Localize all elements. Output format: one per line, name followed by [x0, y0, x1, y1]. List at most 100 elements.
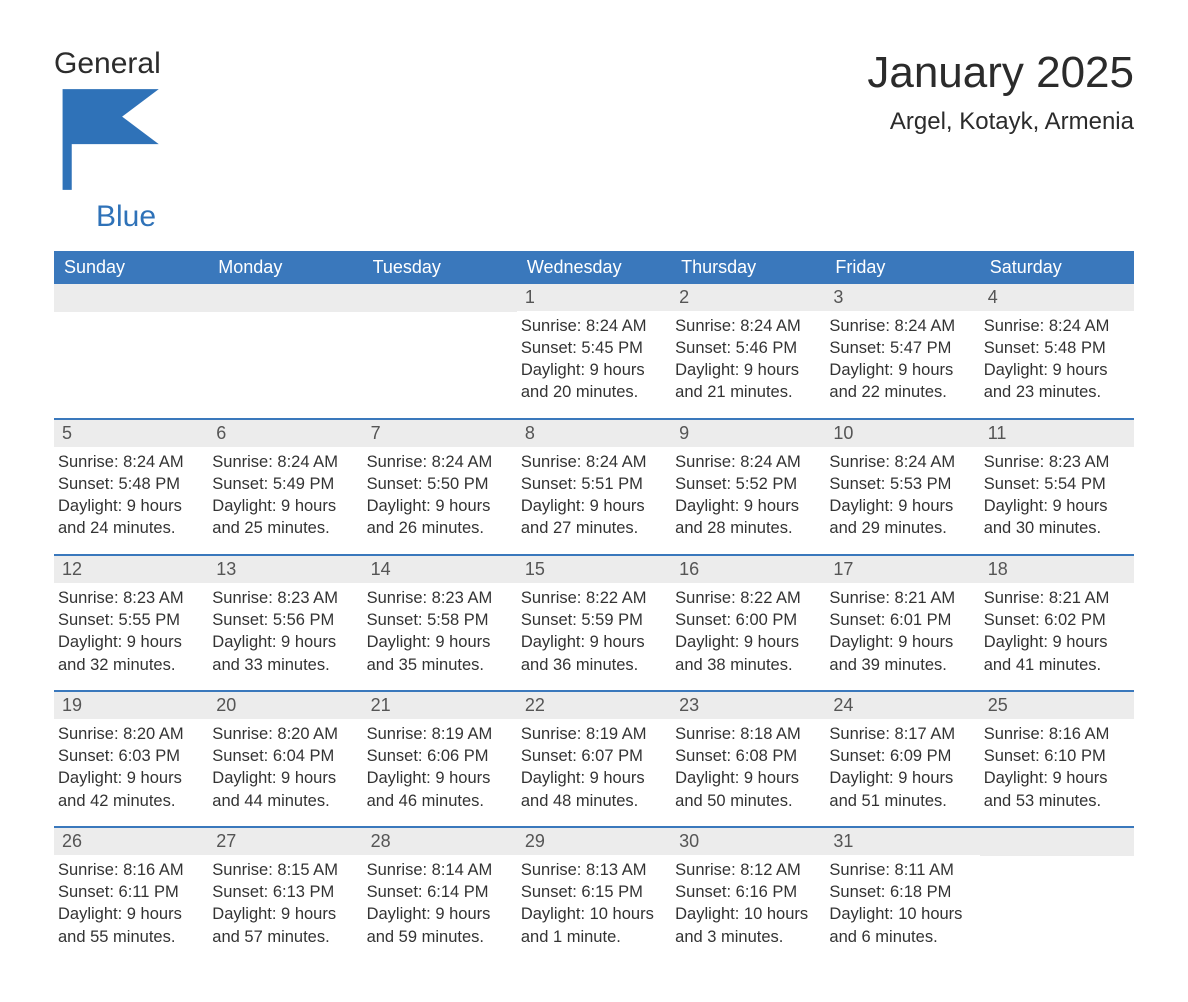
day-daylight1: Daylight: 9 hours [675, 767, 819, 789]
day-daylight1: Daylight: 9 hours [984, 767, 1128, 789]
day-body: Sunrise: 8:11 AMSunset: 6:18 PMDaylight:… [825, 855, 979, 948]
day-number: 3 [825, 284, 979, 311]
day-sunset: Sunset: 5:49 PM [212, 473, 356, 495]
day-daylight2: and 21 minutes. [675, 381, 819, 403]
day-sunrise: Sunrise: 8:24 AM [829, 315, 973, 337]
day-cell: 29Sunrise: 8:13 AMSunset: 6:15 PMDayligh… [517, 828, 671, 962]
day-sunset: Sunset: 6:15 PM [521, 881, 665, 903]
day-daylight1: Daylight: 9 hours [212, 495, 356, 517]
day-cell [980, 828, 1134, 962]
day-sunrise: Sunrise: 8:24 AM [829, 451, 973, 473]
day-number: 15 [517, 556, 671, 583]
day-cell: 26Sunrise: 8:16 AMSunset: 6:11 PMDayligh… [54, 828, 208, 962]
day-sunrise: Sunrise: 8:18 AM [675, 723, 819, 745]
day-daylight2: and 59 minutes. [367, 926, 511, 948]
day-sunset: Sunset: 6:10 PM [984, 745, 1128, 767]
day-sunrise: Sunrise: 8:23 AM [367, 587, 511, 609]
day-number: 21 [363, 692, 517, 719]
day-cell: 28Sunrise: 8:14 AMSunset: 6:14 PMDayligh… [363, 828, 517, 962]
day-body: Sunrise: 8:12 AMSunset: 6:16 PMDaylight:… [671, 855, 825, 948]
day-cell: 23Sunrise: 8:18 AMSunset: 6:08 PMDayligh… [671, 692, 825, 826]
day-daylight2: and 30 minutes. [984, 517, 1128, 539]
day-daylight1: Daylight: 9 hours [829, 767, 973, 789]
day-daylight1: Daylight: 9 hours [58, 767, 202, 789]
day-daylight2: and 25 minutes. [212, 517, 356, 539]
day-sunset: Sunset: 5:54 PM [984, 473, 1128, 495]
day-cell: 3Sunrise: 8:24 AMSunset: 5:47 PMDaylight… [825, 284, 979, 418]
day-cell: 17Sunrise: 8:21 AMSunset: 6:01 PMDayligh… [825, 556, 979, 690]
day-cell: 25Sunrise: 8:16 AMSunset: 6:10 PMDayligh… [980, 692, 1134, 826]
day-daylight1: Daylight: 9 hours [58, 631, 202, 653]
day-daylight1: Daylight: 9 hours [58, 903, 202, 925]
day-cell: 14 Sunrise: 8:23 AMSunset: 5:58 PMDayligh… [363, 556, 517, 690]
week-row: 1Sunrise: 8:24 AMSunset: 5:45 PMDaylight… [54, 284, 1134, 418]
day-number [208, 284, 362, 312]
day-number: 18 [980, 556, 1134, 583]
day-sunset: Sunset: 6:11 PM [58, 881, 202, 903]
day-number: 27 [208, 828, 362, 855]
day-body: Sunrise: 8:20 AMSunset: 6:03 PMDaylight:… [54, 719, 208, 812]
month-title: January 2025 [867, 48, 1134, 98]
day-number: 24 [825, 692, 979, 719]
day-sunset: Sunset: 6:06 PM [367, 745, 511, 767]
day-body: Sunrise: 8:24 AMSunset: 5:49 PMDaylight:… [208, 447, 362, 540]
day-daylight1: Daylight: 9 hours [367, 631, 511, 653]
day-number: 14 [363, 556, 517, 583]
week-row: 26Sunrise: 8:16 AMSunset: 6:11 PMDayligh… [54, 826, 1134, 962]
day-daylight2: and 53 minutes. [984, 790, 1128, 812]
day-body: Sunrise: 8:24 AMSunset: 5:48 PMDaylight:… [980, 311, 1134, 404]
day-body: Sunrise: 8:21 AMSunset: 6:02 PMDaylight:… [980, 583, 1134, 676]
day-sunrise: Sunrise: 8:11 AM [829, 859, 973, 881]
day-number: 25 [980, 692, 1134, 719]
day-sunrise: Sunrise: 8:13 AM [521, 859, 665, 881]
day-daylight2: and 26 minutes. [367, 517, 511, 539]
day-cell: 27Sunrise: 8:15 AMSunset: 6:13 PMDayligh… [208, 828, 362, 962]
day-number: 20 [208, 692, 362, 719]
day-daylight2: and 38 minutes. [675, 654, 819, 676]
day-body: Sunrise: 8:20 AMSunset: 6:04 PMDaylight:… [208, 719, 362, 812]
day-sunrise: Sunrise: 8:14 AM [367, 859, 511, 881]
day-number [363, 284, 517, 312]
day-body: Sunrise: 8:22 AMSunset: 6:00 PMDaylight:… [671, 583, 825, 676]
day-cell: 18Sunrise: 8:21 AMSunset: 6:02 PMDayligh… [980, 556, 1134, 690]
location: Argel, Kotayk, Armenia [867, 108, 1134, 136]
weekday-saturday: Saturday [980, 251, 1134, 284]
day-sunset: Sunset: 5:52 PM [675, 473, 819, 495]
day-sunset: Sunset: 5:50 PM [367, 473, 511, 495]
day-daylight1: Daylight: 9 hours [367, 767, 511, 789]
day-cell: 30Sunrise: 8:12 AMSunset: 6:16 PMDayligh… [671, 828, 825, 962]
day-daylight1: Daylight: 9 hours [521, 495, 665, 517]
week-row: 5Sunrise: 8:24 AMSunset: 5:48 PMDaylight… [54, 418, 1134, 554]
day-daylight2: and 46 minutes. [367, 790, 511, 812]
day-number: 23 [671, 692, 825, 719]
day-cell: 13Sunrise: 8:23 AMSunset: 5:56 PMDayligh… [208, 556, 362, 690]
weekday-header-row: Sunday Monday Tuesday Wednesday Thursday… [54, 251, 1134, 284]
day-sunset: Sunset: 5:55 PM [58, 609, 202, 631]
day-daylight1: Daylight: 9 hours [367, 903, 511, 925]
day-sunrise: Sunrise: 8:22 AM [521, 587, 665, 609]
day-sunset: Sunset: 5:58 PM [367, 609, 511, 631]
day-number [54, 284, 208, 312]
day-daylight1: Daylight: 9 hours [984, 631, 1128, 653]
day-daylight2: and 24 minutes. [58, 517, 202, 539]
weekday-sunday: Sunday [54, 251, 208, 284]
day-body: Sunrise: 8:24 AMSunset: 5:45 PMDaylight:… [517, 311, 671, 404]
day-sunset: Sunset: 6:18 PM [829, 881, 973, 903]
weekday-tuesday: Tuesday [363, 251, 517, 284]
day-sunset: Sunset: 6:07 PM [521, 745, 665, 767]
day-daylight1: Daylight: 10 hours [829, 903, 973, 925]
day-daylight2: and 41 minutes. [984, 654, 1128, 676]
day-number: 16 [671, 556, 825, 583]
day-body: Sunrise: 8:14 AMSunset: 6:14 PMDaylight:… [363, 855, 517, 948]
day-sunrise: Sunrise: 8:22 AM [675, 587, 819, 609]
day-sunset: Sunset: 6:04 PM [212, 745, 356, 767]
day-body: Sunrise: 8:16 AMSunset: 6:11 PMDaylight:… [54, 855, 208, 948]
day-daylight1: Daylight: 9 hours [675, 631, 819, 653]
day-daylight1: Daylight: 9 hours [212, 903, 356, 925]
day-body: Sunrise: 8:15 AMSunset: 6:13 PMDaylight:… [208, 855, 362, 948]
day-cell: 16Sunrise: 8:22 AMSunset: 6:00 PMDayligh… [671, 556, 825, 690]
day-number: 11 [980, 420, 1134, 447]
day-sunrise: Sunrise: 8:23 AM [58, 587, 202, 609]
day-cell: 21Sunrise: 8:19 AMSunset: 6:06 PMDayligh… [363, 692, 517, 826]
day-daylight2: and 6 minutes. [829, 926, 973, 948]
